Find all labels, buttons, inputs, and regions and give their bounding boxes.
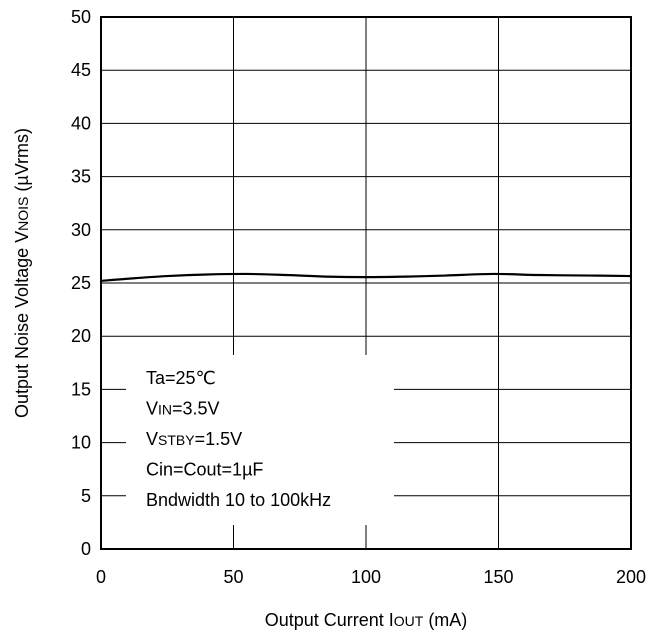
x-tick-label: 150: [483, 567, 513, 587]
y-tick-label: 50: [71, 7, 91, 27]
y-tick-label: 25: [71, 273, 91, 293]
x-tick-label: 0: [96, 567, 106, 587]
y-tick-label: 5: [81, 486, 91, 506]
annotation-line: VSTBY=1.5V: [146, 429, 242, 449]
y-tick-label: 15: [71, 379, 91, 399]
y-tick-label: 20: [71, 326, 91, 346]
axis-titles: Output Current IOUT (mA) Output Noise Vol…: [12, 128, 467, 630]
plot-frame: [100, 16, 632, 550]
x-tick-label: 100: [351, 567, 381, 587]
series-line-0: [100, 272, 632, 282]
x-tick-label: 50: [223, 567, 243, 587]
y-tick-label: 35: [71, 167, 91, 187]
x-axis-title: Output Current IOUT (mA): [265, 610, 468, 630]
annotation-background: [126, 355, 394, 525]
y-tick-label: 30: [71, 220, 91, 240]
annotation-line: VIN=3.5V: [146, 399, 220, 419]
annotation-box: Ta=25℃ VIN=3.5V VSTBY=1.5V Cin=Cout=1µF Bndw…: [126, 355, 394, 525]
y-tick-label: 45: [71, 60, 91, 80]
y-axis-title: Output Noise Voltage VNOIS (µVrms): [12, 128, 32, 418]
annotation-line: Bndwidth 10 to 100kHz: [146, 490, 331, 510]
annotation-line: Ta=25℃: [146, 368, 216, 388]
y-tick-label: 40: [71, 113, 91, 133]
tick-labels: 0 5 10 15 20 25 30 35 40 45 50 0 50 100 150 200: [71, 7, 646, 587]
annotation-line: Cin=Cout=1µF: [146, 460, 263, 480]
y-tick-label: 10: [71, 433, 91, 453]
x-tick-label: 200: [616, 567, 646, 587]
y-tick-label: 0: [81, 539, 91, 559]
series-group: [100, 272, 632, 282]
